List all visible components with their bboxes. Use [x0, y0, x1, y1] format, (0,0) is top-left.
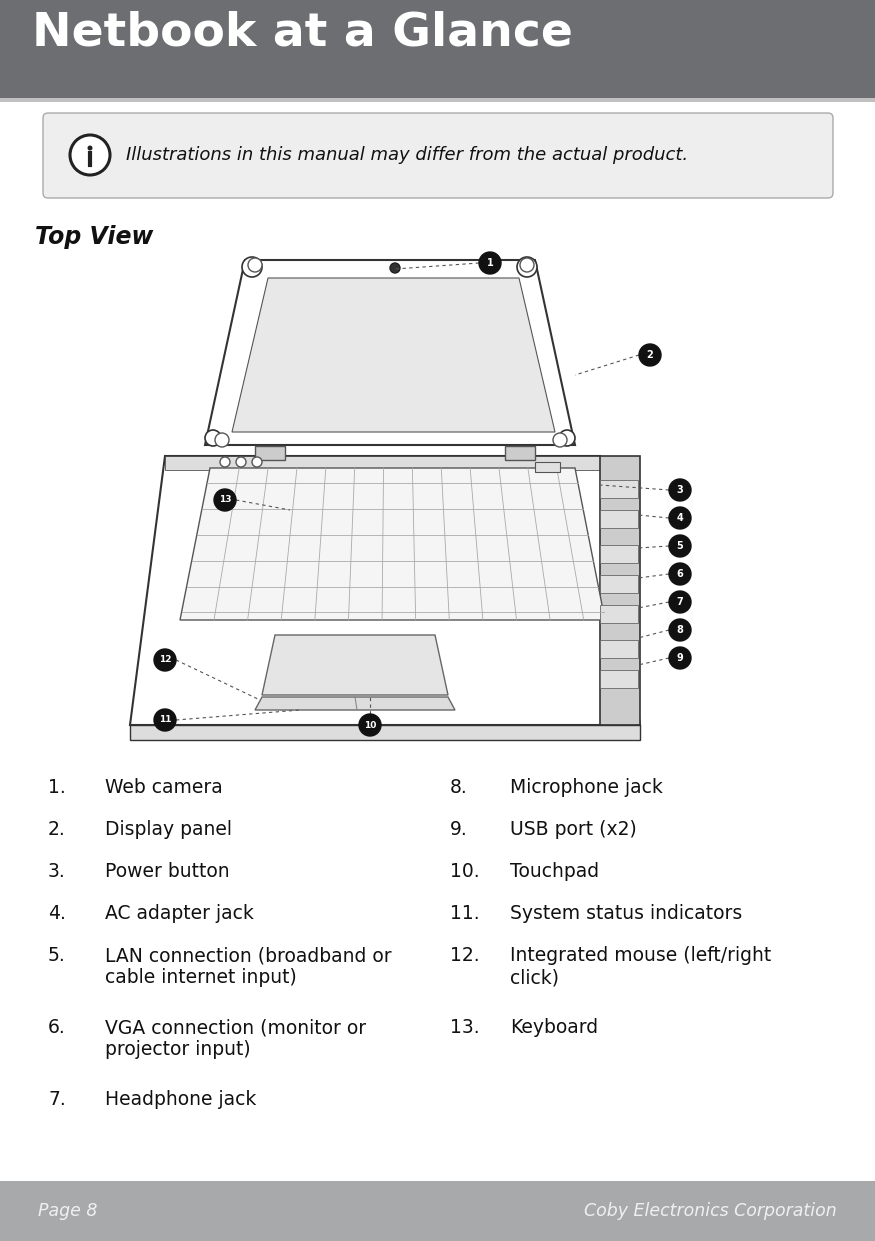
Polygon shape — [205, 261, 575, 446]
Circle shape — [390, 263, 400, 273]
Circle shape — [669, 508, 691, 529]
Text: 1: 1 — [487, 258, 493, 268]
Text: 4.: 4. — [48, 903, 66, 923]
Polygon shape — [232, 278, 555, 432]
Text: Illustrations in this manual may differ from the actual product.: Illustrations in this manual may differ … — [126, 146, 688, 164]
Circle shape — [669, 591, 691, 613]
Text: 6: 6 — [676, 570, 683, 580]
Text: Headphone jack: Headphone jack — [105, 1090, 256, 1109]
Polygon shape — [600, 575, 638, 593]
Text: VGA connection (monitor or
projector input): VGA connection (monitor or projector inp… — [105, 1018, 366, 1059]
Circle shape — [669, 647, 691, 669]
Polygon shape — [600, 606, 638, 623]
Text: USB port (x2): USB port (x2) — [510, 820, 637, 839]
Text: 3.: 3. — [48, 862, 66, 881]
Text: 4: 4 — [676, 513, 683, 522]
Polygon shape — [600, 455, 640, 725]
Text: Web camera: Web camera — [105, 778, 223, 797]
Text: Touchpad: Touchpad — [510, 862, 599, 881]
Circle shape — [248, 258, 262, 272]
Polygon shape — [505, 446, 535, 460]
Polygon shape — [262, 635, 448, 695]
Text: AC adapter jack: AC adapter jack — [105, 903, 254, 923]
Text: Keyboard: Keyboard — [510, 1018, 598, 1037]
Circle shape — [236, 457, 246, 467]
Polygon shape — [600, 480, 638, 498]
Polygon shape — [600, 545, 638, 563]
Circle shape — [359, 714, 381, 736]
Text: 9.: 9. — [450, 820, 468, 839]
Circle shape — [154, 709, 176, 731]
Text: 2.: 2. — [48, 820, 66, 839]
Bar — [0, 1181, 875, 1241]
Circle shape — [553, 433, 567, 447]
Text: 3: 3 — [676, 485, 683, 495]
Polygon shape — [255, 446, 285, 460]
Text: LAN connection (broadband or
cable internet input): LAN connection (broadband or cable inter… — [105, 946, 392, 987]
Text: Power button: Power button — [105, 862, 229, 881]
Text: 8.: 8. — [450, 778, 468, 797]
Text: 8: 8 — [676, 625, 683, 635]
Text: 5.: 5. — [48, 946, 66, 965]
Text: Top View: Top View — [35, 225, 153, 249]
Polygon shape — [600, 640, 638, 658]
Text: 12: 12 — [158, 655, 172, 664]
Circle shape — [479, 252, 501, 274]
Circle shape — [242, 257, 262, 277]
Polygon shape — [180, 468, 605, 620]
Circle shape — [214, 489, 236, 511]
Circle shape — [88, 145, 93, 150]
Polygon shape — [600, 670, 638, 688]
Polygon shape — [130, 725, 640, 740]
Text: Coby Electronics Corporation: Coby Electronics Corporation — [584, 1203, 837, 1220]
Text: 9: 9 — [676, 653, 683, 663]
Text: Display panel: Display panel — [105, 820, 232, 839]
Text: Integrated mouse (left/right
click): Integrated mouse (left/right click) — [510, 946, 771, 987]
Circle shape — [669, 479, 691, 501]
Text: 1.: 1. — [48, 778, 66, 797]
Circle shape — [669, 619, 691, 642]
Polygon shape — [130, 455, 640, 725]
Circle shape — [205, 429, 221, 446]
Circle shape — [669, 563, 691, 585]
Circle shape — [559, 429, 575, 446]
Polygon shape — [535, 462, 560, 472]
Text: 2: 2 — [647, 350, 654, 360]
Text: 6.: 6. — [48, 1018, 66, 1037]
Circle shape — [154, 649, 176, 671]
Text: 5: 5 — [676, 541, 683, 551]
Bar — [0, 98, 875, 102]
Text: System status indicators: System status indicators — [510, 903, 742, 923]
Circle shape — [669, 535, 691, 557]
Text: 10.: 10. — [450, 862, 480, 881]
Text: 11: 11 — [158, 716, 172, 725]
Text: Netbook at a Glance: Netbook at a Glance — [32, 10, 573, 55]
Text: 10: 10 — [364, 721, 376, 730]
Text: Microphone jack: Microphone jack — [510, 778, 663, 797]
Circle shape — [252, 457, 262, 467]
Text: Page 8: Page 8 — [38, 1203, 97, 1220]
Bar — [0, 0, 875, 98]
Text: 13.: 13. — [450, 1018, 480, 1037]
Text: 7: 7 — [676, 597, 683, 607]
Text: 12.: 12. — [450, 946, 480, 965]
Circle shape — [70, 135, 110, 175]
Polygon shape — [165, 455, 600, 470]
Circle shape — [517, 257, 537, 277]
FancyBboxPatch shape — [43, 113, 833, 199]
Polygon shape — [600, 510, 638, 527]
Text: 13: 13 — [219, 495, 231, 505]
Text: 7.: 7. — [48, 1090, 66, 1109]
Circle shape — [639, 344, 661, 366]
Circle shape — [520, 258, 534, 272]
Circle shape — [220, 457, 230, 467]
Circle shape — [215, 433, 229, 447]
Text: 11.: 11. — [450, 903, 480, 923]
Polygon shape — [255, 697, 455, 710]
